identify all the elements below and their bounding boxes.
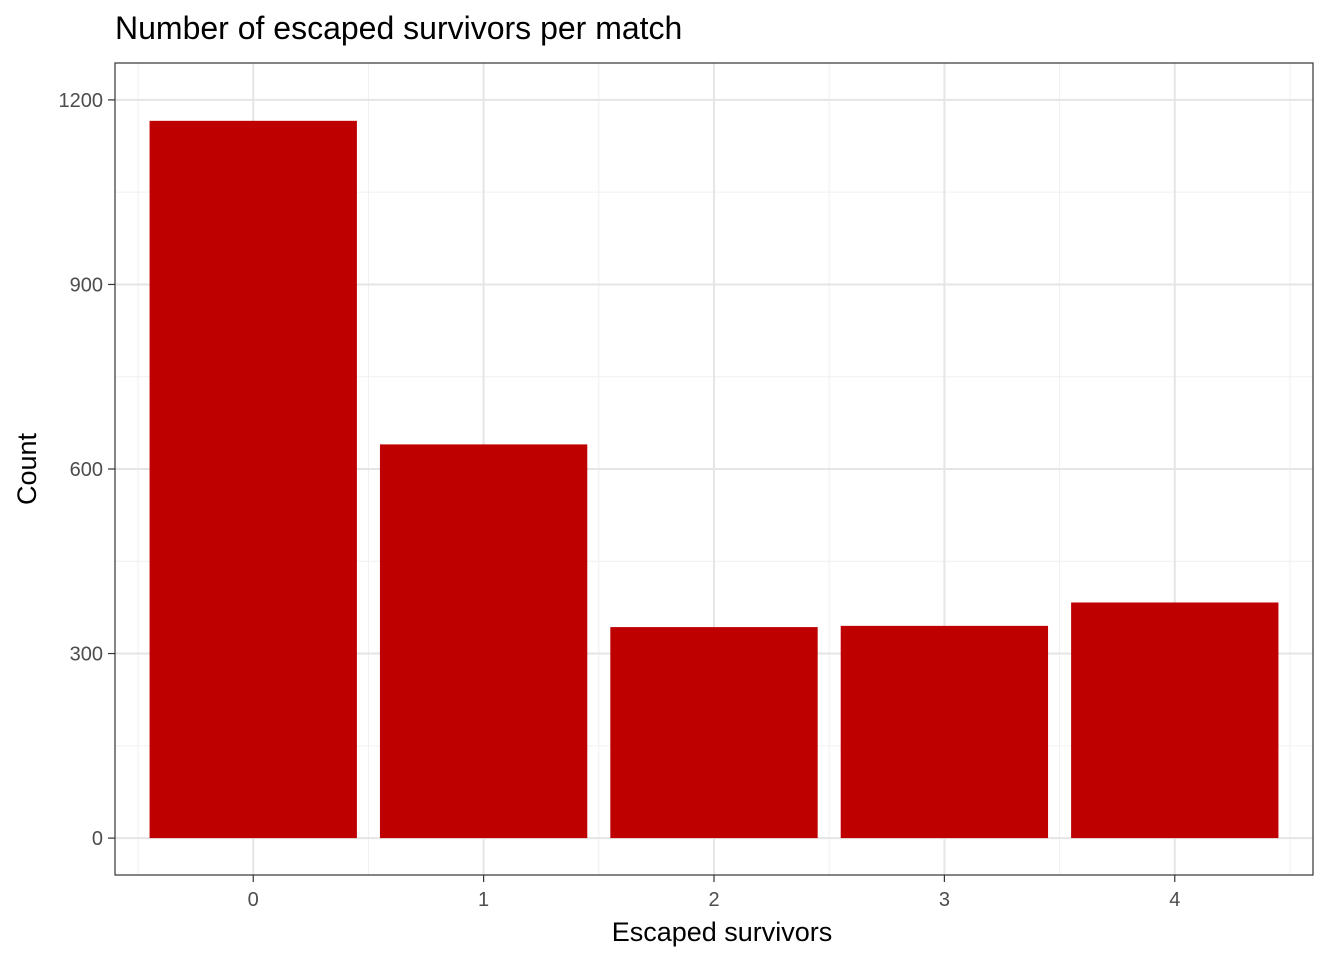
chart-title: Number of escaped survivors per match <box>115 10 682 46</box>
x-tick-label: 0 <box>248 889 259 911</box>
y-tick-label: 0 <box>92 828 103 850</box>
y-tick-label: 900 <box>70 274 103 296</box>
bar-0 <box>149 120 357 839</box>
y-tick-label: 1200 <box>59 90 104 112</box>
x-tick-label: 3 <box>939 889 950 911</box>
x-tick-label: 4 <box>1169 889 1180 911</box>
bar-1 <box>379 444 588 839</box>
y-tick-label: 600 <box>70 459 103 481</box>
bar-3 <box>840 625 1049 839</box>
x-tick-label: 2 <box>708 889 719 911</box>
bars <box>149 120 1279 839</box>
x-axis-ticks: 0 1 2 3 4 <box>248 875 1180 911</box>
bar-4 <box>1071 602 1279 839</box>
y-axis-ticks: 0 300 600 900 1200 <box>59 90 115 850</box>
bar-2 <box>610 627 818 839</box>
y-tick-label: 300 <box>70 644 103 666</box>
x-axis-title: Escaped survivors <box>612 917 833 947</box>
y-axis-title: Count <box>12 432 42 505</box>
x-tick-label: 1 <box>478 889 489 911</box>
